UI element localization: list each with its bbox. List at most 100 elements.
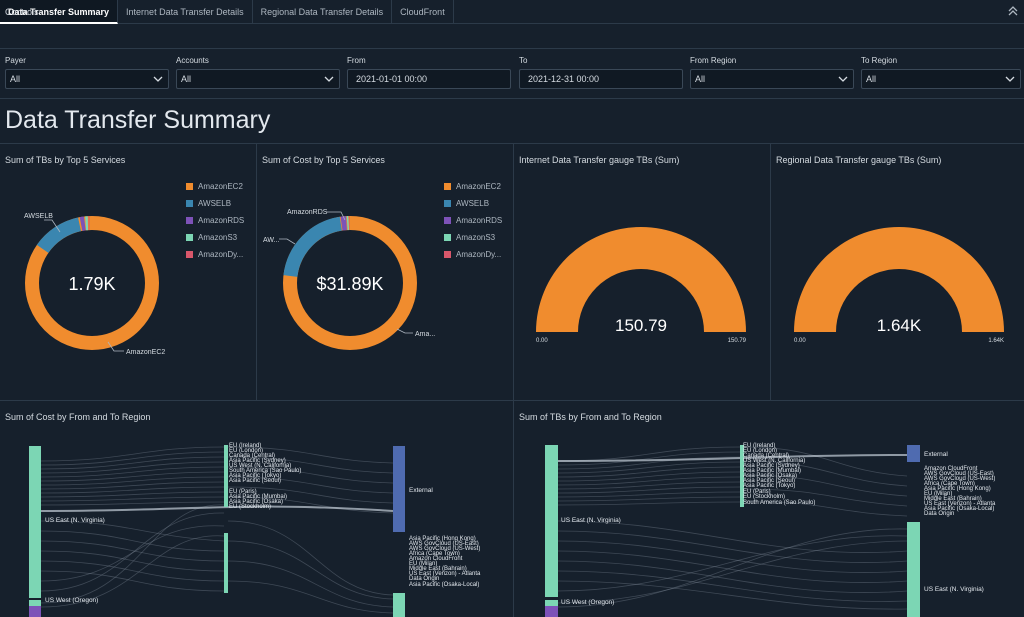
chevron-down-icon [1005, 76, 1015, 82]
donut-center-value: $31.89K [316, 274, 383, 294]
tbs-by-services-panel: Sum of TBs by Top 5 Services AWSELB Amaz… [0, 144, 257, 401]
sankey-node-mid-lower [224, 533, 228, 593]
tab-regional-data-transfer-details[interactable]: Regional Data Transfer Details [253, 0, 393, 24]
legend-label: AmazonRDS [198, 216, 245, 225]
legend-item-amazondy[interactable]: AmazonDy... [444, 246, 502, 263]
sankey-label: South America (Sao Paulo) [229, 468, 301, 474]
payer-select[interactable]: All [5, 69, 169, 89]
sankey-label: EU (Ireland) [229, 443, 261, 449]
legend: AmazonEC2 AWSELB AmazonRDS AmazonS3 Amaz… [444, 178, 502, 263]
sankey-label: Asia Pacific (Sydney) [229, 458, 286, 464]
tbs-by-region-panel: Sum of TBs by From and To Region US East… [514, 401, 1024, 617]
sankey-label: EU (Milan) [924, 491, 952, 497]
from-label: From [347, 56, 366, 65]
sankey-mid-lower-labels: Asia Pacific (Hong Kong) AWS GovCloud (U… [409, 536, 481, 588]
gauge-min-label: 0.00 [794, 338, 806, 344]
sankey-label: Amazon CloudFront [409, 556, 463, 562]
legend-item-awselb[interactable]: AWSELB [186, 195, 244, 212]
sankey-node-external [907, 445, 920, 462]
gauge-max-label: 150.79 [728, 338, 747, 344]
callout-amazonec2: AmazonEC2 [126, 349, 165, 356]
sankey-label: Africa (Cape Town) [924, 481, 975, 487]
donut-slice-awselb [36, 217, 82, 254]
legend-item-amazons3[interactable]: AmazonS3 [186, 229, 244, 246]
legend-item-amazons3[interactable]: AmazonS3 [444, 229, 502, 246]
legend-item-amazonec2[interactable]: AmazonEC2 [186, 178, 244, 195]
sankey-label: Asia Pacific (Osaka) [743, 473, 797, 479]
sankey-label: AWS GovCloud (US-East) [409, 541, 479, 547]
legend-item-amazonrds[interactable]: AmazonRDS [186, 212, 244, 229]
legend-label: AWSELB [456, 199, 490, 208]
internet-gauge-panel: Internet Data Transfer gauge TBs (Sum) 1… [514, 144, 771, 401]
legend-label: AmazonEC2 [456, 182, 501, 191]
tbs-sankey-chart: US East (N. Virginia) US West (Oregon) E… [545, 443, 996, 617]
from-region-select[interactable]: All [690, 69, 854, 89]
panel-title: Sum of TBs by From and To Region [519, 412, 662, 422]
sankey-flow-main [40, 505, 394, 512]
accounts-select[interactable]: All [176, 69, 340, 89]
to-region-select[interactable]: All [861, 69, 1021, 89]
from-date-input[interactable]: 2021-01-01 00:00 [347, 69, 511, 89]
chevron-down-icon [838, 76, 848, 82]
legend-label: AmazonDy... [456, 250, 502, 259]
page-title: Data Transfer Summary [5, 106, 271, 134]
gauge-value: 150.79 [615, 316, 667, 335]
sankey-mid-upper-labels: EU (Ireland) EU (London) Canada (Central… [229, 443, 301, 510]
sankey-label: AWS GovCloud (US-East) [924, 471, 994, 477]
sankey-label: Asia Pacific (Mumbai) [229, 494, 287, 500]
cost-donut-chart: AmazonRDS AW... Ama... $31.89K [263, 209, 435, 350]
legend-item-amazonrds[interactable]: AmazonRDS [444, 212, 502, 229]
legend-label: AmazonDy... [198, 250, 244, 259]
sankey-node-external [393, 446, 405, 532]
legend-item-amazonec2[interactable]: AmazonEC2 [444, 178, 502, 195]
sankey-label-source-1: US West (Oregon) [561, 599, 614, 606]
cost-sankey-chart: US East (N. Virginia) US West (Oregon) E… [29, 443, 481, 617]
from-region-filter: From Region All [690, 56, 854, 89]
sankey-label: South America (Sao Paulo) [743, 500, 815, 506]
sankey-label: Middle East (Bahrain) [924, 496, 982, 502]
legend-item-amazondy[interactable]: AmazonDy... [186, 246, 244, 263]
tab-data-transfer-summary[interactable]: Data Transfer Summary [0, 0, 119, 24]
sankey-label: Asia Pacific (Tokyo) [743, 483, 795, 489]
from-filter: From 2021-01-01 00:00 [347, 56, 511, 89]
tab-cloudfront[interactable]: CloudFront [392, 0, 454, 24]
tab-internet-data-transfer-details[interactable]: Internet Data Transfer Details [118, 0, 253, 24]
gauge-max-label: 1.64K [988, 338, 1004, 344]
payer-value: All [10, 74, 21, 84]
sankey-label: US East (Verizon) - Atlanta [409, 571, 481, 577]
sankey-flow-main [557, 454, 908, 462]
legend-swatch [186, 183, 193, 190]
accounts-filter: Accounts All [176, 56, 340, 89]
sankey-label: Asia Pacific (Osaka) [229, 499, 283, 505]
sankey-right-labels: Amazon CloudFront AWS GovCloud (US-East)… [924, 466, 996, 517]
sankey-node-us-east [545, 445, 558, 597]
sankey-label: EU (Stockholm) [229, 504, 271, 510]
legend: AmazonEC2 AWSELB AmazonRDS AmazonS3 Amaz… [186, 178, 244, 263]
to-date-input[interactable]: 2021-12-31 00:00 [519, 69, 683, 89]
tab-bar: Data Transfer Summary Internet Data Tran… [0, 0, 1024, 24]
chevron-up-icon[interactable] [1006, 4, 1020, 18]
chevron-down-icon [324, 76, 334, 82]
sankey-label: Data Origin [409, 576, 439, 582]
sankey-label: EU (Paris) [743, 489, 771, 495]
accounts-label: Accounts [176, 56, 209, 65]
gauge-min-label: 0.00 [536, 338, 548, 344]
sankey-node-mid-upper [224, 445, 228, 507]
sankey-label: Asia Pacific (Tokyo) [229, 473, 281, 479]
sankey-label: EU (Milan) [409, 561, 437, 567]
sankey-label: US West (N. California) [743, 458, 805, 464]
legend-item-awselb[interactable]: AWSELB [444, 195, 502, 212]
legend-swatch [186, 251, 193, 258]
donut-slice-amazonec2 [283, 216, 417, 350]
legend-label: AmazonRDS [456, 216, 503, 225]
legend-swatch [444, 217, 451, 224]
sankey-node-us-east [29, 446, 41, 598]
cost-by-region-panel: Sum of Cost by From and To Region [0, 401, 514, 617]
sankey-label: EU (Paris) [229, 489, 257, 495]
sankey-label: Asia Pacific (Seoul) [743, 478, 795, 484]
sankey-label: AWS GovCloud (US-West) [409, 546, 480, 552]
to-filter: To 2021-12-31 00:00 [519, 56, 683, 89]
sankey-flows [40, 446, 394, 614]
callout-line-awselb [279, 238, 296, 245]
controls-title: Controls [5, 7, 39, 17]
